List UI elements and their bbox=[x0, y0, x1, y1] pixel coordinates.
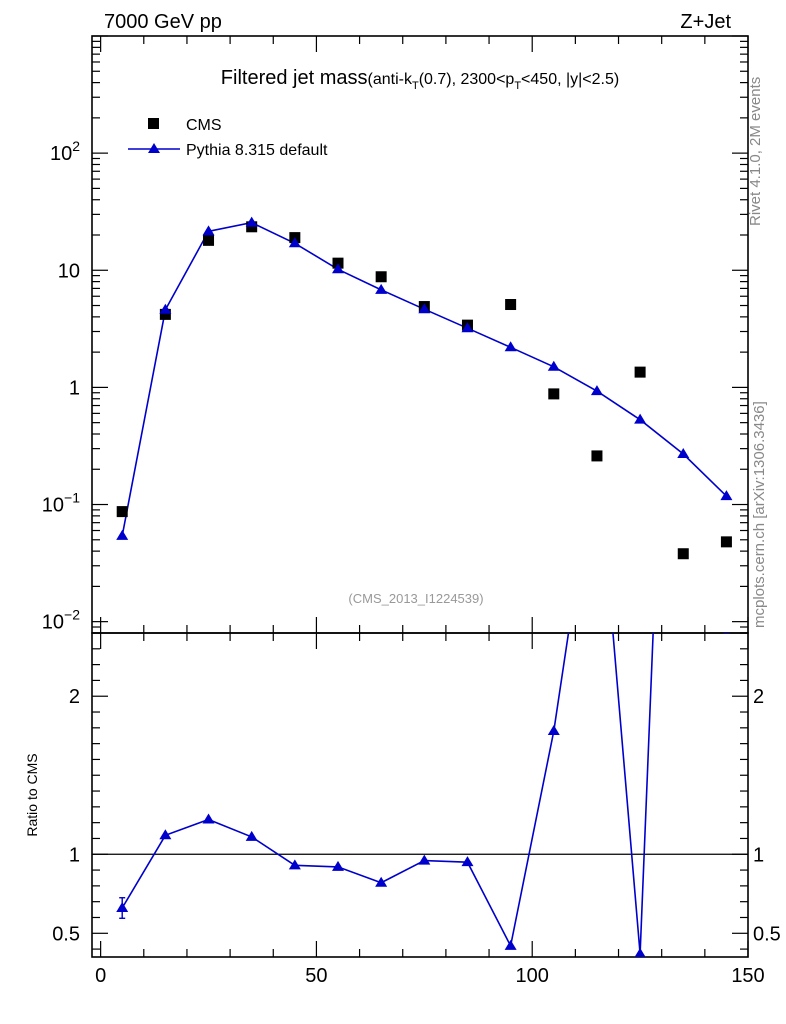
rivet-version-label: Rivet 4.1.0, 2M events bbox=[747, 77, 764, 226]
top-plot-data bbox=[116, 216, 733, 560]
title-paren: (anti-k bbox=[368, 71, 413, 88]
ratio-y-ticks: 0.5 0.5 1 1 2 2 bbox=[52, 632, 781, 950]
ratio-data-point bbox=[504, 939, 517, 950]
top-ytick-label: 10−1 bbox=[42, 490, 80, 517]
mc-data-point bbox=[720, 490, 733, 501]
top-x-ticks bbox=[100, 36, 749, 633]
mc-data-point bbox=[547, 360, 560, 371]
ratio-ytick-label-left: 2 bbox=[69, 686, 80, 708]
ratio-ytick-label-right: 0.5 bbox=[753, 923, 781, 945]
cms-data-point bbox=[203, 234, 215, 246]
ratio-data-point bbox=[245, 830, 258, 841]
ratio-ytick-label-right: 2 bbox=[753, 686, 764, 708]
title-mid2: <450, |y|<2.5) bbox=[521, 71, 619, 88]
cms-data-point bbox=[116, 506, 128, 518]
mcplots-label: mcplots.cern.ch [arXiv:1306.3436] bbox=[751, 401, 768, 628]
ratio-ytick-label-left: 1 bbox=[69, 844, 80, 866]
ratio-ytick-label-right: 1 bbox=[753, 844, 764, 866]
cms-data-point bbox=[677, 548, 689, 560]
mc-data-point bbox=[159, 303, 172, 314]
cms-data-point bbox=[548, 388, 560, 400]
ratio-data-point bbox=[116, 902, 129, 913]
mc-data-point bbox=[116, 529, 129, 540]
xtick-label: 0 bbox=[95, 965, 106, 987]
cms-data-point bbox=[332, 257, 344, 269]
mc-data-point bbox=[332, 263, 344, 274]
mc-data-point bbox=[590, 385, 603, 396]
ratio-data-point bbox=[375, 876, 388, 887]
ratio-data-point bbox=[547, 724, 560, 735]
cms-data-point bbox=[505, 299, 517, 311]
cms-data-point bbox=[720, 536, 732, 548]
top-ytick-label: 10 bbox=[58, 260, 80, 282]
ratio-data-point bbox=[159, 829, 172, 840]
legend-cms-marker bbox=[148, 118, 159, 129]
legend: CMS Pythia 8.315 default bbox=[128, 117, 328, 159]
cms-data-point bbox=[159, 308, 171, 320]
ratio-x-ticks: 0 50 100 150 bbox=[95, 633, 765, 987]
legend-cms-label: CMS bbox=[186, 117, 222, 134]
xtick-label: 150 bbox=[731, 965, 764, 987]
mc-data-point bbox=[375, 283, 388, 294]
cms-data-point bbox=[591, 450, 603, 462]
analysis-id: (CMS_2013_I1224539) bbox=[348, 591, 483, 606]
ratio-data-point bbox=[720, 619, 732, 629]
ratio-data-point bbox=[202, 813, 215, 824]
mc-data-point bbox=[288, 237, 301, 248]
top-ytick-label: 1 bbox=[69, 377, 80, 399]
title-mid1: (0.7), 2300<p bbox=[419, 71, 515, 88]
cms-data-point bbox=[375, 271, 387, 283]
process-label: Z+Jet bbox=[680, 11, 731, 33]
mc-data-point bbox=[202, 225, 215, 236]
top-ytick-label: 102 bbox=[50, 138, 80, 165]
ratio-data-point bbox=[591, 437, 603, 447]
title-main: Filtered jet mass bbox=[221, 67, 368, 89]
ratio-data-point bbox=[461, 856, 474, 867]
cms-data-point bbox=[246, 221, 258, 233]
xtick-label: 100 bbox=[516, 965, 549, 987]
mc-series-line bbox=[121, 221, 727, 537]
ratio-plot-frame bbox=[91, 632, 749, 958]
mc-data-point bbox=[677, 447, 690, 458]
mc-data-point bbox=[634, 413, 647, 424]
ratio-data-point bbox=[634, 947, 646, 957]
mc-data-point bbox=[461, 322, 474, 333]
cms-data-point bbox=[634, 366, 646, 378]
mc-data-point bbox=[504, 341, 517, 352]
ratio-data-point bbox=[332, 860, 344, 871]
ratio-plot-data bbox=[92, 437, 748, 957]
xtick-label: 50 bbox=[305, 965, 327, 987]
ratio-ytick-label-left: 0.5 bbox=[52, 923, 80, 945]
top-ytick-label: 10−2 bbox=[42, 607, 80, 634]
top-y-ticks: 10−2 10−1 1 10 102 bbox=[42, 35, 748, 634]
mc-data-point bbox=[418, 303, 431, 314]
legend-mc-label: Pythia 8.315 default bbox=[186, 142, 328, 159]
energy-label: 7000 GeV pp bbox=[104, 11, 222, 33]
ratio-data-point bbox=[288, 859, 301, 870]
ratio-data-point bbox=[418, 854, 431, 865]
plot-title: Filtered jet mass(anti-kT(0.7), 2300<pT<… bbox=[221, 67, 619, 92]
title-sub2: T bbox=[514, 80, 521, 92]
title-sub1: T bbox=[412, 80, 419, 92]
ratio-ylabel: Ratio to CMS bbox=[24, 753, 40, 836]
legend-mc-marker bbox=[148, 143, 160, 153]
mc-data-point bbox=[245, 216, 258, 227]
